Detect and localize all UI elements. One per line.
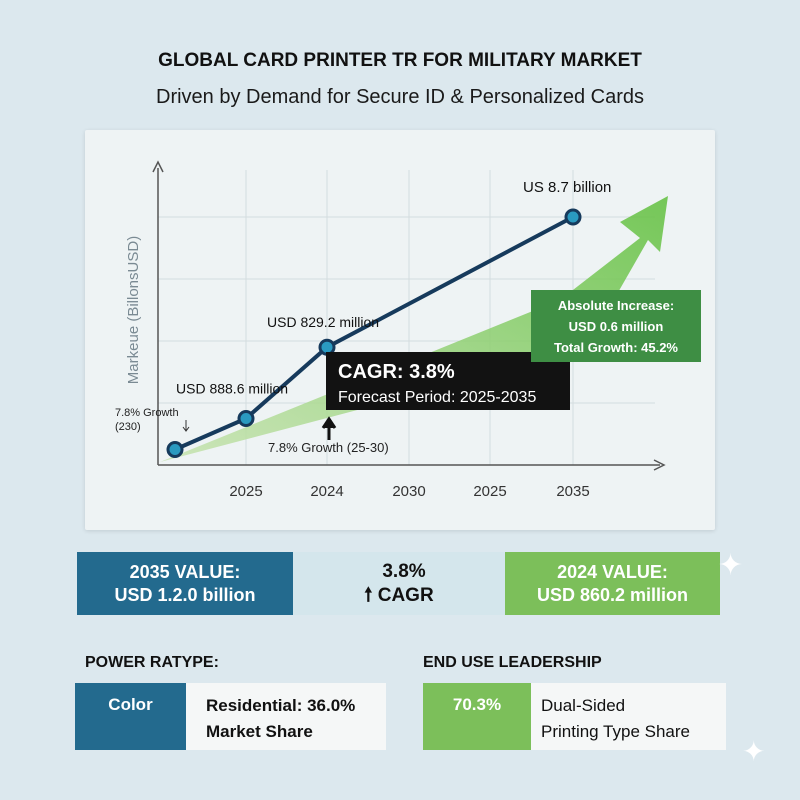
- data-point: [166, 441, 184, 458]
- segment-heading-end-use: END USE LEADERSHIP: [423, 654, 602, 671]
- cagr-callout: [326, 352, 570, 410]
- summary-right-line2: USD 860.2 million: [536, 584, 689, 605]
- segment-detail-power: Residential: 36.0% Market Share: [186, 683, 386, 750]
- data-point-label: USD 888.6 million: [176, 381, 288, 397]
- segment-tag-color: Color: [75, 683, 186, 750]
- growth-left-arrow-icon: [182, 420, 190, 432]
- series-line: [174, 215, 574, 452]
- increase-line3: Total Growth: 45.2%: [554, 340, 678, 355]
- segment-detail-end-use: Dual-Sided Printing Type Share: [531, 683, 726, 750]
- y-axis-arrow: [152, 160, 164, 173]
- summary-cagr-label: CAGR: [377, 584, 434, 606]
- chart-svg: Markeue (BillonsUSD) 2025 2024 2030 2025 203…: [115, 160, 701, 500]
- summary-left-line2: USD 1.2.0 billion: [114, 584, 256, 605]
- sparkle-icon: ✦: [742, 736, 766, 767]
- y-axis-label: Markeue (BillonsUSD): [125, 236, 142, 384]
- data-point-label: US 8.7 billion: [523, 179, 611, 196]
- x-axis-arrow: [653, 459, 666, 471]
- cagr-title: CAGR: 3.8%: [338, 361, 455, 383]
- x-tick-label: 2025: [229, 483, 262, 500]
- x-tick-label: 2025: [473, 483, 506, 500]
- segment-end-use-text1: Dual-Sided: [541, 696, 626, 715]
- up-arrow-icon: 🠕: [364, 584, 373, 606]
- segment-heading-power: POWER RATYPE:: [85, 654, 219, 671]
- growth-left-line2: (230): [115, 421, 141, 433]
- data-point: [237, 410, 255, 427]
- data-point-label: USD 829.2 million: [267, 314, 379, 330]
- summary-2035-value: 2035 VALUE: USD 1.2.0 billion: [77, 552, 293, 615]
- summary-cagr-value: 3.8%: [382, 560, 426, 582]
- growth-left-line1: 7.8% Growth: [115, 407, 179, 419]
- segment-power-text2: Market Share: [206, 722, 313, 741]
- x-tick-label: 2035: [556, 483, 589, 500]
- growth-bottom-annotation: 7.8% Growth (25-30): [268, 440, 389, 455]
- summary-cagr: 3.8% 🠕 CAGR: [293, 552, 505, 615]
- up-arrow-icon: [321, 416, 337, 440]
- summary-right-line1: 2024 VALUE:: [557, 561, 668, 582]
- cagr-period: Forecast Period: 2025-2035: [338, 389, 536, 406]
- page-title: GLOBAL CARD PRINTER TR FOR MILITARY MARK…: [158, 50, 642, 71]
- segment-power-text1: Residential: 36.0%: [206, 696, 356, 715]
- x-tick-label: 2024: [310, 483, 343, 500]
- summary-left-line1: 2035 VALUE:: [129, 561, 241, 582]
- segment-end-use-text2: Printing Type Share: [541, 722, 690, 741]
- increase-line2: USD 0.6 million: [569, 319, 664, 334]
- summary-2024-value: 2024 VALUE: USD 860.2 million: [505, 552, 720, 615]
- sparkle-icon: ✦: [718, 549, 744, 582]
- x-tick-label: 2030: [392, 483, 425, 500]
- increase-callout: [531, 290, 701, 362]
- segment-tag-share: 70.3%: [423, 683, 531, 750]
- increase-line1: Absolute Increase:: [558, 298, 674, 313]
- page-subtitle: Driven by Demand for Secure ID & Persona…: [156, 86, 644, 108]
- data-point: [564, 208, 582, 226]
